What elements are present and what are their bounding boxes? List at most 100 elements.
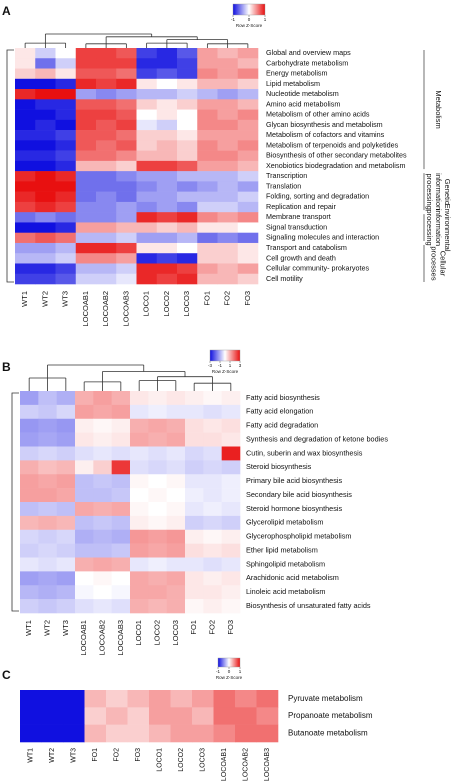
heatmap-cell [56, 599, 76, 614]
heatmap-cell [111, 502, 131, 517]
colorbar-title: Row Z-Score [212, 369, 239, 374]
row-label: Steroid biosynthesis [246, 462, 312, 471]
heatmap-cell [15, 242, 36, 254]
heatmap-cell [38, 460, 57, 475]
heatmap-cell [221, 391, 241, 406]
heatmap-cell [35, 181, 56, 192]
heatmap-cell [84, 724, 107, 743]
heatmap-cell [55, 181, 77, 192]
heatmap-cell [111, 515, 131, 531]
heatmap-cell [15, 140, 36, 151]
heatmap-cell [116, 130, 137, 141]
heatmap-cell [20, 571, 39, 586]
heatmap-cell [130, 404, 149, 420]
heatmap-cell [96, 89, 117, 100]
heatmap-cell [221, 599, 241, 614]
heatmap-cell [116, 273, 137, 285]
dendrogram [193, 382, 232, 391]
heatmap-cell [177, 191, 198, 203]
heatmap-cell [177, 48, 198, 59]
heatmap-cell [177, 68, 198, 80]
row-label: Glycerolipid metabolism [246, 518, 323, 527]
heatmap-cell [93, 502, 112, 517]
heatmap-cell [237, 263, 259, 275]
heatmap-cell [93, 446, 112, 461]
heatmap-cell [197, 130, 218, 141]
heatmap-cell [136, 109, 158, 121]
heatmap-cell [93, 391, 112, 406]
heatmap-cell [96, 263, 117, 275]
heatmap-cell [185, 529, 204, 544]
heatmap-cell [237, 140, 259, 151]
heatmap-cell [111, 557, 131, 572]
heatmap-cell [75, 488, 94, 503]
heatmap-cell [213, 690, 236, 708]
heatmap-cell [221, 585, 241, 600]
heatmap-cell [177, 130, 198, 141]
heatmap-cell [106, 690, 128, 708]
heatmap-cell [213, 707, 236, 725]
heatmap-cell [75, 150, 97, 162]
heatmap-cell [217, 140, 239, 151]
heatmap-cell [185, 474, 204, 489]
heatmap-cell [55, 160, 77, 172]
heatmap-cell [55, 263, 77, 275]
colorbar-tick-label: -1 [216, 669, 220, 674]
heatmap-cell [136, 263, 158, 275]
heatmap-cell [75, 446, 94, 461]
heatmap-cell [96, 212, 117, 223]
heatmap-cell [75, 130, 97, 141]
heatmap-cell [203, 446, 222, 461]
heatmap-cell [203, 543, 222, 558]
heatmap-cell [156, 263, 178, 275]
heatmap-cell [203, 502, 222, 517]
heatmap-cell [203, 391, 222, 406]
colorbar-tick-label: 0 [228, 669, 231, 674]
heatmap-cell [20, 391, 39, 406]
heatmap-cell [256, 707, 279, 725]
heatmap-cell [156, 181, 178, 192]
heatmap-cell [56, 446, 76, 461]
heatmap-cell [93, 460, 112, 475]
dendrogram [83, 381, 122, 391]
heatmap-cell [55, 191, 77, 203]
heatmap-cell [35, 222, 56, 233]
row-label: Cell growth and death [266, 253, 336, 262]
heatmap-cell [35, 253, 56, 264]
heatmap-cell [221, 543, 241, 558]
heatmap-cell [20, 599, 39, 614]
heatmap-cell [192, 690, 214, 708]
row-label: Lipid metabolism [266, 79, 320, 88]
heatmap-cell [55, 222, 77, 233]
heatmap-cell [35, 232, 56, 244]
row-label: Transcription [266, 171, 307, 180]
heatmap-cell [35, 48, 56, 59]
heatmap-cell [38, 543, 57, 558]
heatmap-cell [148, 446, 167, 461]
heatmap-cell [20, 707, 42, 725]
heatmap-cell [136, 181, 158, 192]
heatmap-cell [116, 99, 137, 110]
heatmap-cell [55, 89, 77, 100]
heatmap-cell [148, 557, 167, 572]
heatmap-cell [197, 191, 218, 203]
heatmap-cell [55, 48, 77, 59]
heatmap-cell [177, 222, 198, 233]
heatmap-cell [38, 557, 57, 572]
heatmap-cell [127, 707, 150, 725]
heatmap-cell [116, 58, 137, 69]
heatmap-cell [20, 432, 39, 447]
heatmap-cell [136, 232, 158, 244]
heatmap-cell [35, 263, 56, 275]
heatmap-cell [111, 599, 131, 614]
heatmap-cell [203, 418, 222, 433]
row-group-label: Environmentalinformationprocessing [425, 204, 452, 252]
heatmap-cell [75, 160, 97, 172]
heatmap-cell [35, 242, 56, 254]
heatmap-cell [75, 58, 97, 69]
column-label: LOCO3 [182, 291, 191, 316]
heatmap-cell [116, 263, 137, 275]
heatmap-cell [55, 99, 77, 110]
column-label: LOCO3 [200, 748, 207, 772]
